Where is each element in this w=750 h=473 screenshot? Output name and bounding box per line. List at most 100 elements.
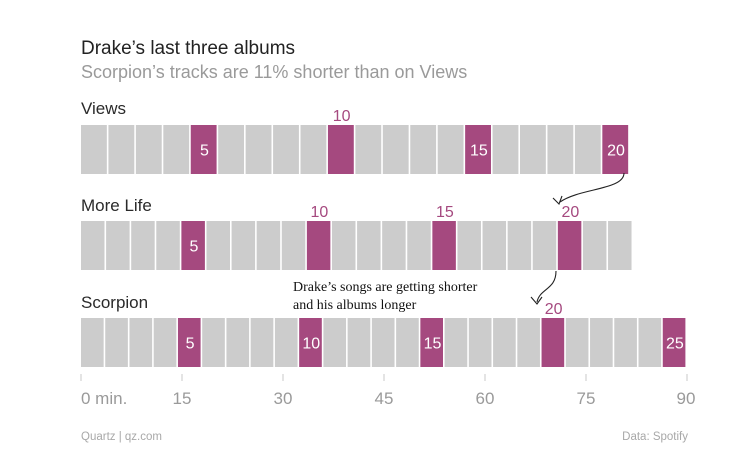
track-more-life-7 [231, 221, 256, 270]
track-more-life-9 [281, 221, 306, 270]
track-more-life-2 [106, 221, 130, 270]
track-views-11 [355, 125, 382, 174]
annotation-arrowhead-views [552, 195, 563, 205]
track-views-15 [465, 125, 491, 174]
track-scorpion-13 [371, 318, 395, 367]
track-scorpion-23 [614, 318, 637, 367]
track-scorpion-18 [493, 318, 516, 367]
track-more-life-5 [181, 221, 205, 270]
album-label-more-life: More Life [81, 196, 152, 215]
track-number-more-life-20: 20 [561, 204, 579, 221]
x-tick-label-90: 90 [677, 389, 696, 408]
track-scorpion-1 [81, 318, 104, 367]
track-number-views-10: 10 [333, 108, 351, 125]
track-more-life-10 [306, 221, 331, 270]
track-views-17 [520, 125, 546, 174]
album-label-scorpion: Scorpion [81, 293, 148, 312]
track-views-1 [81, 125, 107, 174]
x-tick-label-0: 0 min. [81, 389, 127, 408]
x-tick-label-75: 75 [577, 389, 596, 408]
track-views-18 [547, 125, 574, 174]
track-number-views-5: 5 [200, 143, 209, 160]
track-views-6 [218, 125, 245, 174]
track-more-life-21 [582, 221, 607, 270]
annotation-arrowhead-morelife [530, 296, 543, 305]
track-more-life-15 [432, 221, 456, 270]
chart-subtitle: Scorpion’s tracks are 11% shorter than o… [81, 62, 468, 82]
track-scorpion-25 [662, 318, 686, 367]
track-scorpion-9 [274, 318, 298, 367]
track-more-life-12 [357, 221, 381, 270]
track-number-scorpion-20: 20 [545, 301, 563, 318]
track-scorpion-3 [129, 318, 153, 367]
track-more-life-16 [457, 221, 481, 270]
track-views-12 [382, 125, 409, 174]
annotation-line-2: and his albums longer [293, 298, 417, 313]
data-source: Data: Spotify [622, 431, 688, 443]
track-number-more-life-10: 10 [311, 204, 329, 221]
track-scorpion-21 [565, 318, 589, 367]
track-more-life-19 [532, 221, 557, 270]
track-views-10 [327, 125, 354, 174]
track-number-more-life-5: 5 [189, 239, 198, 256]
track-views-3 [135, 125, 162, 174]
track-scorpion-24 [638, 318, 662, 367]
track-scorpion-17 [468, 318, 492, 367]
track-scorpion-8 [250, 318, 274, 367]
x-axis: 0 min. 15 30 45 60 75 90 [80, 374, 696, 408]
track-views-16 [492, 125, 519, 174]
track-more-life-20 [557, 221, 582, 270]
track-more-life-22 [608, 221, 632, 270]
annotation-line-1: Drake’s songs are getting shorter [293, 280, 478, 295]
track-views-7 [245, 125, 272, 174]
track-scorpion-12 [347, 318, 371, 367]
annotation-group: Drake’s songs are getting shorter and hi… [293, 172, 625, 313]
track-scorpion-5 [177, 318, 201, 367]
track-more-life-6 [206, 221, 230, 270]
track-number-views-15: 15 [470, 143, 488, 160]
track-more-life-1 [81, 221, 105, 270]
track-more-life-4 [156, 221, 180, 270]
track-scorpion-4 [153, 318, 177, 367]
track-more-life-13 [382, 221, 406, 270]
track-views-4 [163, 125, 190, 174]
track-views-5 [190, 125, 217, 174]
track-number-scorpion-10: 10 [302, 336, 320, 353]
track-scorpion-15 [420, 318, 443, 367]
annotation-arrow-views [559, 172, 625, 203]
track-more-life-8 [256, 221, 281, 270]
album-row-views: Views 5 10 15 20 [81, 99, 629, 174]
track-views-8 [273, 125, 299, 174]
track-scorpion-10 [299, 318, 322, 367]
track-scorpion-16 [444, 318, 468, 367]
track-more-life-14 [407, 221, 431, 270]
annotation-arrow-morelife [536, 270, 557, 303]
track-more-life-11 [331, 221, 356, 270]
track-scorpion-22 [590, 318, 613, 367]
track-scorpion-14 [396, 318, 419, 367]
track-scorpion-11 [323, 318, 347, 367]
chart-title: Drake’s last three albums [81, 38, 296, 59]
track-views-13 [410, 125, 437, 174]
track-views-2 [108, 125, 135, 174]
track-more-life-17 [482, 221, 507, 270]
album-row-more-life: More Life 5 10 15 20 [81, 196, 632, 270]
track-views-20 [602, 125, 629, 174]
track-more-life-3 [131, 221, 155, 270]
track-number-scorpion-5: 5 [186, 336, 195, 353]
track-number-views-20: 20 [607, 143, 625, 160]
track-scorpion-2 [105, 318, 128, 367]
track-views-19 [574, 125, 601, 174]
track-number-scorpion-15: 15 [424, 336, 442, 353]
x-tick-label-45: 45 [375, 389, 394, 408]
track-scorpion-20 [541, 318, 565, 367]
track-more-life-18 [507, 221, 532, 270]
track-scorpion-6 [202, 318, 225, 367]
track-scorpion-7 [226, 318, 250, 367]
album-label-views: Views [81, 99, 126, 118]
x-tick-label-60: 60 [476, 389, 495, 408]
x-tick-label-15: 15 [173, 389, 192, 408]
albums-group: Views 5 10 15 20 More Life 5 10 15 20 Scorpion 5 10 1… [81, 99, 686, 367]
x-tick-label-30: 30 [274, 389, 293, 408]
